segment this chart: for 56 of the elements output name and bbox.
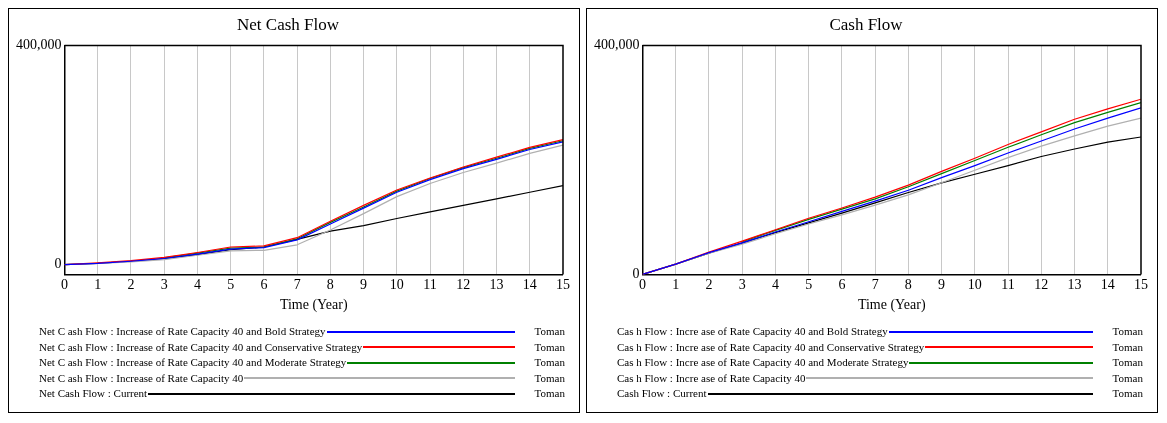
x-tick-label: 9 xyxy=(938,277,946,293)
x-tick-label: 1 xyxy=(94,277,102,293)
x-axis-title: Time (Year) xyxy=(857,297,926,314)
x-tick-label: 5 xyxy=(805,277,813,293)
x-tick-label: 3 xyxy=(160,277,168,293)
x-tick-label: 2 xyxy=(705,277,713,293)
y-tick-label: 400,000 xyxy=(16,37,62,53)
x-tick-label: 6 xyxy=(260,277,268,293)
legend-label: Net C ash Flow : Increase of Rate Capacity 40 and Conservative Strategy xyxy=(39,339,363,355)
x-tick-label: 11 xyxy=(1001,277,1015,293)
legend-label: Net Cash Flow : Current xyxy=(39,386,148,401)
legend-label: Net C ash Flow : Increase of Rate Capacity 40 xyxy=(39,370,244,386)
text: Toman xyxy=(533,370,565,386)
x-tick-label: 2 xyxy=(127,277,135,293)
x-tick-label: 7 xyxy=(871,277,879,293)
x-tick-label: 13 xyxy=(489,277,504,293)
x-tick-label: 7 xyxy=(293,277,301,293)
chart-title: Net Cash Flow xyxy=(237,14,340,34)
legend-label: Net C ash Flow : Increase of Rate Capacity 40 and Moderate Strategy xyxy=(39,355,347,370)
x-tick-label: 11 xyxy=(423,277,437,293)
legend-label: Cas h Flow : Incre ase of Rate Capacity 40 and Conservative Strategy xyxy=(617,339,925,355)
x-axis-title: Time (Year) xyxy=(279,297,348,314)
x-tick-label: 15 xyxy=(556,277,570,293)
text: Toman xyxy=(1111,324,1143,339)
legend-label: Net C ash Flow : Increase of Rate Capacity 40 and Bold Strategy xyxy=(39,324,326,339)
text: Toman xyxy=(1111,339,1143,355)
x-tick-label: 8 xyxy=(904,277,912,293)
x-tick-label: 12 xyxy=(456,277,471,293)
x-tick-label: 14 xyxy=(522,277,537,293)
text: Toman xyxy=(533,355,565,370)
text: Toman xyxy=(533,324,565,339)
x-tick-label: 9 xyxy=(360,277,368,293)
text: Toman xyxy=(1111,355,1143,370)
x-tick-label: 10 xyxy=(389,277,404,293)
x-tick-label: 8 xyxy=(326,277,334,293)
text: Toman xyxy=(1111,370,1143,386)
text: Toman xyxy=(533,339,565,355)
x-tick-label: 10 xyxy=(967,277,982,293)
chart-title: Cash Flow xyxy=(829,14,904,34)
x-tick-label: 5 xyxy=(227,277,235,293)
x-tick-label: 4 xyxy=(193,277,201,293)
text: Toman xyxy=(1111,386,1143,401)
legend-label: Cas h Flow : Incre ase of Rate Capacity 40 and Bold Strategy xyxy=(617,324,888,339)
legend-label: Cas h Flow : Incre ase of Rate Capacity 40 xyxy=(617,370,806,386)
x-tick-label: 14 xyxy=(1100,277,1115,293)
x-tick-label: 12 xyxy=(1034,277,1049,293)
text: Toman xyxy=(533,386,565,401)
x-tick-label: 6 xyxy=(838,277,846,293)
x-tick-label: 4 xyxy=(771,277,779,293)
x-tick-label: 3 xyxy=(738,277,746,293)
legend-label: Cas h Flow : Incre ase of Rate Capacity 40 and Moderate Strategy xyxy=(617,355,909,370)
x-tick-label: 1 xyxy=(672,277,680,293)
y-tick-label: 400,000 xyxy=(594,37,640,53)
x-tick-label: 15 xyxy=(1134,277,1148,293)
legend-label: Cash Flow : Current xyxy=(617,386,707,401)
x-tick-label: 13 xyxy=(1067,277,1082,293)
